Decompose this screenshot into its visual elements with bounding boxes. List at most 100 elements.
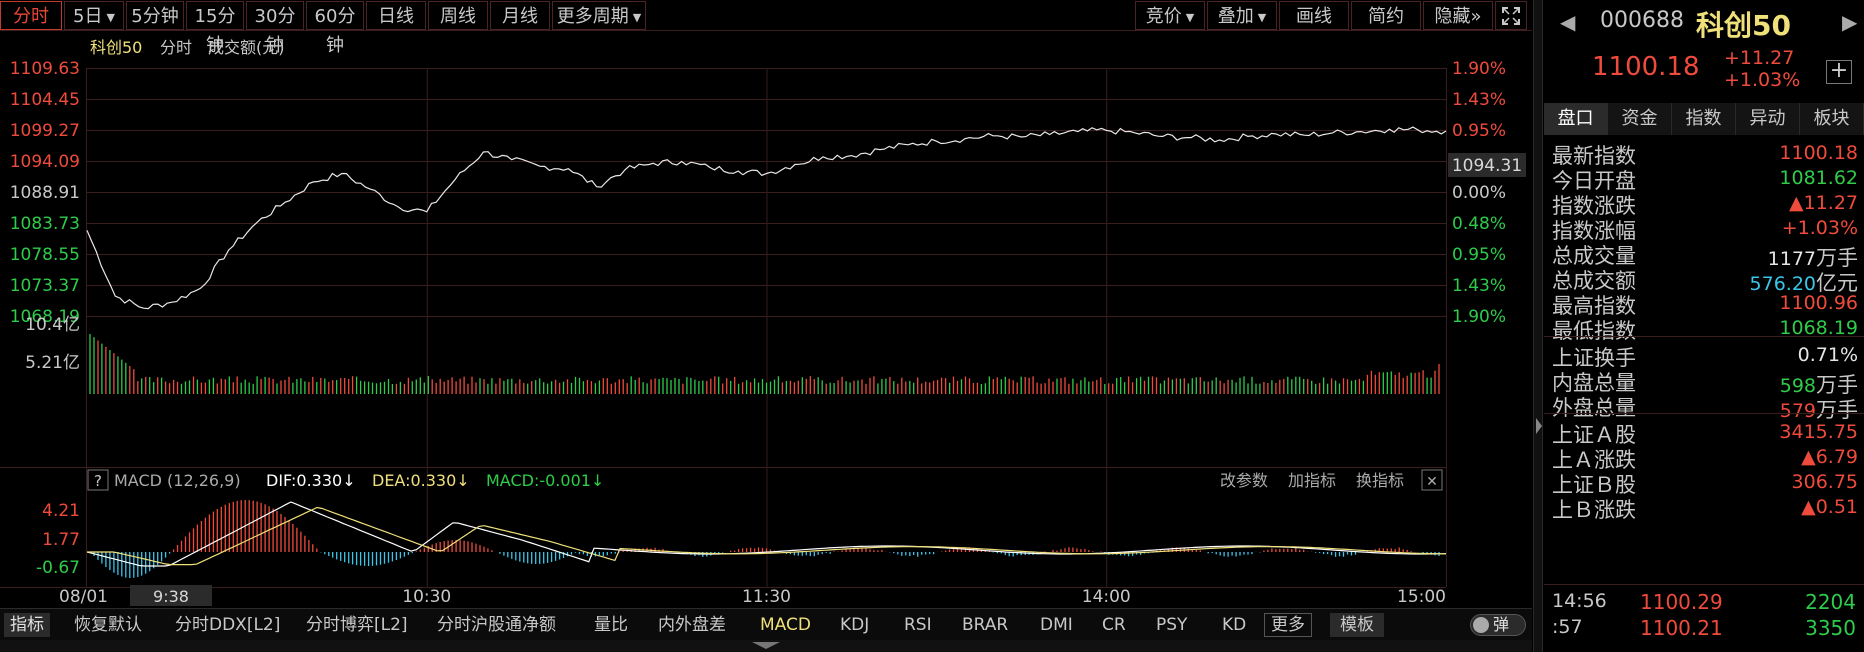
tick-volume: 2204 bbox=[1805, 590, 1856, 614]
simple-mode-button[interactable]: 简约 bbox=[1351, 1, 1421, 30]
indicator-menu-button[interactable]: 指标 bbox=[4, 613, 50, 637]
next-stock-icon[interactable]: ▶ bbox=[1842, 10, 1858, 34]
quote-row-unit: 万手 bbox=[1816, 246, 1858, 270]
indicator-in-out-diff[interactable]: 内外盘差 bbox=[658, 615, 726, 635]
time-tick-label: 14:00 bbox=[1082, 587, 1131, 606]
quote-row-value: 0.71% bbox=[1798, 344, 1858, 366]
indicator-cr[interactable]: CR bbox=[1102, 615, 1126, 635]
tab-label: 异动 bbox=[1749, 108, 1786, 129]
tab-alerts[interactable]: 异动 bbox=[1736, 103, 1800, 135]
panel-splitter[interactable] bbox=[1533, 0, 1543, 652]
tab-label: 盘口 bbox=[1557, 108, 1594, 129]
tab-index[interactable]: 指数 bbox=[1672, 103, 1736, 135]
period-tab-more[interactable]: 更多周期 ▼ bbox=[552, 1, 646, 30]
indicator-brar[interactable]: BRAR bbox=[962, 615, 1009, 635]
quote-row-unit: 亿元 bbox=[1816, 271, 1858, 295]
intraday-chart[interactable]: 科创50 分时 成交额(元) 1109.63 1104.45 1099.27 1094… bbox=[0, 32, 1532, 606]
quote-row: 上Ａ涨跌 ▲6.79 bbox=[1544, 442, 1864, 472]
price-tick-label: 1083.73 bbox=[10, 214, 80, 234]
indicator-kd[interactable]: KD bbox=[1222, 615, 1247, 635]
macd-close-button[interactable] bbox=[1421, 469, 1443, 491]
tick-price: 1100.21 bbox=[1640, 616, 1723, 640]
switch-indicator-button[interactable]: 换指标 bbox=[1356, 471, 1404, 490]
caret-down-icon: ▼ bbox=[1185, 10, 1195, 24]
quote-row: 上证换手 0.71% bbox=[1544, 340, 1864, 370]
period-tab-60min[interactable]: 60分钟 bbox=[306, 1, 364, 56]
macd-name[interactable]: MACD (12,26,9) bbox=[114, 471, 241, 490]
price-tick-label: 1088.91 bbox=[10, 183, 80, 203]
tick-time: 14:56 bbox=[1552, 590, 1607, 612]
tool-label: 竞价 bbox=[1145, 6, 1182, 27]
quote-row-number: 1100.96 bbox=[1779, 292, 1858, 314]
add-watchlist-button[interactable]: + bbox=[1826, 60, 1852, 84]
quote-row-label: 外盘总量 bbox=[1552, 396, 1636, 420]
chart-legend-mode: 分时 bbox=[160, 38, 192, 57]
time-tick-label: 15:00 bbox=[1397, 587, 1446, 606]
more-indicators-button[interactable]: 更多 bbox=[1264, 613, 1312, 637]
row-separator bbox=[1544, 413, 1864, 414]
quote-row: 最高指数 1100.96 bbox=[1544, 288, 1864, 318]
quote-row-value: 579万手 bbox=[1780, 394, 1858, 424]
draw-line-button[interactable]: 画线 bbox=[1279, 1, 1349, 30]
popup-toggle[interactable]: 弹 bbox=[1470, 614, 1526, 636]
macd-help-button[interactable] bbox=[87, 469, 109, 491]
period-tab-monthly[interactable]: 月线 bbox=[490, 1, 550, 30]
macd-axis: 4.21 1.77 -0.67 bbox=[36, 501, 80, 578]
indicator-macd[interactable]: MACD bbox=[760, 615, 811, 635]
tool-label: 画线 bbox=[1296, 6, 1332, 27]
overlay-dropdown[interactable]: 叠加 ▼ bbox=[1207, 1, 1277, 30]
edit-params-button[interactable]: 改参数 bbox=[1220, 471, 1268, 490]
period-tab-label: 5日 bbox=[73, 6, 103, 27]
macd-histogram bbox=[93, 500, 1440, 578]
quote-row: 总成交额 576.20亿元 bbox=[1544, 263, 1864, 295]
chevron-down-icon[interactable] bbox=[752, 642, 780, 649]
period-tab-intraday[interactable]: 分时 bbox=[0, 1, 62, 30]
period-tab-30min[interactable]: 30分钟 bbox=[246, 1, 304, 56]
stock-change: +11.27 bbox=[1724, 47, 1795, 69]
fullscreen-button[interactable] bbox=[1495, 1, 1527, 30]
quote-row-label: 最高指数 bbox=[1552, 294, 1636, 318]
period-tab-15min[interactable]: 15分钟 bbox=[186, 1, 244, 56]
period-tab-5min[interactable]: 5分钟 bbox=[126, 1, 184, 30]
tab-sectors[interactable]: 板块 bbox=[1800, 103, 1864, 135]
quote-row-label: 今日开盘 bbox=[1552, 169, 1636, 193]
indicator-ddx[interactable]: 分时DDX[L2] bbox=[175, 615, 281, 635]
tab-funds[interactable]: 资金 bbox=[1608, 103, 1672, 135]
current-price-tag bbox=[1448, 153, 1526, 177]
reset-default-button[interactable]: 恢复默认 bbox=[74, 615, 142, 635]
period-tab-label: 30分钟 bbox=[254, 6, 296, 56]
tick-price: 1100.29 bbox=[1640, 590, 1723, 614]
quote-row: 上Ｂ涨跌 ▲0.51 bbox=[1544, 492, 1864, 522]
quote-row-number: 579 bbox=[1779, 400, 1816, 422]
indicator-psy[interactable]: PSY bbox=[1156, 615, 1188, 635]
indicator-kdj[interactable]: KDJ bbox=[840, 615, 870, 635]
period-tab-label: 分时 bbox=[13, 6, 49, 27]
auction-dropdown[interactable]: 竞价 ▼ bbox=[1135, 1, 1205, 30]
period-tab-5day[interactable]: 5日 ▼ bbox=[64, 1, 124, 30]
indicator-volume-ratio[interactable]: 量比 bbox=[594, 615, 628, 635]
quote-panel: ◀ ▶ 000688 科创50 1100.18 +11.27 +1.03% + … bbox=[1544, 0, 1864, 652]
indicator-dmi[interactable]: DMI bbox=[1040, 615, 1073, 635]
template-button[interactable]: 模板 bbox=[1330, 613, 1384, 637]
chevron-right-icon[interactable] bbox=[1536, 418, 1542, 434]
prev-stock-icon[interactable]: ◀ bbox=[1560, 10, 1576, 34]
indicator-northbound[interactable]: 分时沪股通净额 bbox=[437, 615, 556, 635]
price-series-line bbox=[86, 126, 1447, 310]
quote-row-label: 指数涨幅 bbox=[1552, 219, 1636, 243]
quote-row-number: 0.71% bbox=[1797, 344, 1858, 366]
plus-icon: + bbox=[1829, 58, 1849, 83]
indicator-rsi[interactable]: RSI bbox=[904, 615, 932, 635]
hide-button[interactable]: 隐藏» bbox=[1423, 1, 1493, 30]
quote-row-number: +1.03% bbox=[1781, 217, 1858, 239]
period-tab-weekly[interactable]: 周线 bbox=[428, 1, 488, 30]
indicator-game[interactable]: 分时博弈[L2] bbox=[306, 615, 408, 635]
quote-row-number: 1081.62 bbox=[1779, 167, 1858, 189]
close-icon: ✕ bbox=[1426, 474, 1438, 490]
period-tab-label: 日线 bbox=[378, 6, 414, 27]
tick-time: :57 bbox=[1552, 616, 1583, 638]
add-indicator-button[interactable]: 加指标 bbox=[1288, 471, 1336, 490]
stock-code: 000688 bbox=[1600, 8, 1684, 33]
period-tab-daily[interactable]: 日线 bbox=[366, 1, 426, 30]
quote-row: 上证Ｂ股 306.75 bbox=[1544, 467, 1864, 497]
tab-order-book[interactable]: 盘口 bbox=[1544, 103, 1608, 135]
